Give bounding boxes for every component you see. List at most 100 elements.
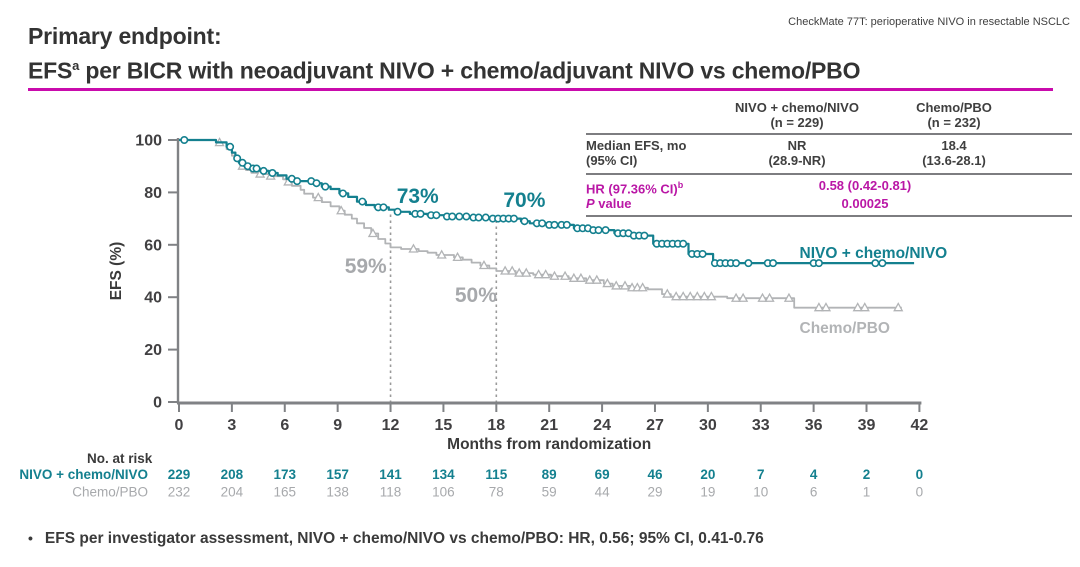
x-tick-label: 21 bbox=[540, 417, 558, 434]
col-chemo-header: Chemo/PBO (n = 232) bbox=[916, 100, 992, 130]
x-tick-label: 0 bbox=[175, 417, 184, 434]
censor-marker-nivo-chemo-nivo bbox=[312, 179, 321, 188]
censor-marker-chemo-pbo bbox=[436, 249, 447, 259]
title-line-1: Primary endpoint: bbox=[28, 23, 222, 49]
censor-marker-nivo-chemo-nivo bbox=[481, 213, 490, 222]
censor-marker-chemo-pbo bbox=[575, 272, 587, 282]
censor-marker-nivo-chemo-nivo bbox=[562, 220, 571, 229]
censor-marker-nivo-chemo-nivo bbox=[358, 197, 367, 206]
censor-marker-chemo-pbo bbox=[611, 280, 622, 290]
at-risk-value-chemo-pbo: 10 bbox=[753, 485, 768, 500]
censor-marker-chemo-pbo bbox=[507, 265, 518, 275]
censor-marker-chemo-pbo bbox=[671, 291, 682, 301]
at-risk-value-nivo-chemo-nivo: 141 bbox=[379, 467, 402, 482]
series-label-chemo-pbo: Chemo/PBO bbox=[800, 320, 890, 337]
hr-row: HR (97.36% CI)b 0.58 (0.42-0.81) bbox=[586, 178, 1072, 196]
x-tick-label: 3 bbox=[227, 417, 236, 434]
censor-marker-nivo-chemo-nivo bbox=[338, 189, 347, 198]
x-tick-label: 6 bbox=[280, 417, 289, 434]
at-risk-value-nivo-chemo-nivo: 7 bbox=[757, 467, 765, 482]
censor-marker-chemo-pbo bbox=[602, 278, 613, 288]
censor-marker-nivo-chemo-nivo bbox=[594, 226, 603, 235]
investigator-assessment-note: • EFS per investigator assessment, NIVO … bbox=[28, 530, 764, 547]
landmark-annotation-50%: 50% bbox=[455, 284, 497, 307]
x-tick-label: 12 bbox=[382, 417, 400, 434]
censor-marker-chemo-pbo bbox=[549, 270, 560, 280]
censor-marker-chemo-pbo bbox=[852, 302, 863, 312]
at-risk-value-chemo-pbo: 106 bbox=[432, 485, 455, 500]
censor-marker-nivo-chemo-nivo bbox=[259, 166, 268, 175]
at-risk-value-chemo-pbo: 204 bbox=[221, 485, 244, 500]
at-risk-value-chemo-pbo: 118 bbox=[380, 485, 402, 500]
at-risk-row-label-nivo-chemo-nivo: NIVO + chemo/NIVO bbox=[19, 467, 148, 482]
at-risk-value-nivo-chemo-nivo: 89 bbox=[542, 467, 557, 482]
x-tick-label: 36 bbox=[805, 417, 823, 434]
y-tick-label: 100 bbox=[135, 133, 162, 150]
censor-marker-chemo-pbo bbox=[313, 192, 324, 202]
censor-marker-nivo-chemo-nivo bbox=[550, 220, 559, 229]
bullet-icon: • bbox=[28, 530, 33, 546]
median-efs-row: Median EFS, mo (95% CI) NR (28.9-NR) 18.… bbox=[586, 135, 1072, 175]
at-risk-value-chemo-pbo: 29 bbox=[647, 485, 662, 500]
at-risk-value-chemo-pbo: 44 bbox=[595, 485, 611, 500]
censor-marker-chemo-pbo bbox=[514, 267, 525, 277]
at-risk-value-chemo-pbo: 165 bbox=[274, 485, 297, 500]
at-risk-value-nivo-chemo-nivo: 208 bbox=[221, 467, 244, 482]
censor-marker-nivo-chemo-nivo bbox=[679, 239, 688, 248]
censor-marker-chemo-pbo bbox=[893, 302, 904, 312]
x-tick-label: 33 bbox=[752, 417, 770, 434]
censor-marker-nivo-chemo-nivo bbox=[814, 259, 823, 268]
at-risk-value-chemo-pbo: 78 bbox=[489, 485, 504, 500]
censor-marker-nivo-chemo-nivo bbox=[393, 207, 402, 216]
censor-marker-nivo-chemo-nivo bbox=[462, 212, 471, 221]
censor-marker-nivo-chemo-nivo bbox=[416, 209, 425, 218]
censor-marker-chemo-pbo bbox=[699, 291, 710, 301]
censor-marker-chemo-pbo bbox=[662, 288, 673, 298]
censor-marker-chemo-pbo bbox=[367, 227, 379, 238]
censor-marker-chemo-pbo bbox=[813, 302, 825, 312]
x-axis-title: Months from randomization bbox=[447, 436, 651, 453]
at-risk-value-nivo-chemo-nivo: 2 bbox=[863, 467, 871, 482]
landmark-annotation-70%: 70% bbox=[503, 189, 545, 212]
censor-marker-chemo-pbo bbox=[757, 292, 768, 302]
censor-marker-nivo-chemo-nivo bbox=[732, 259, 741, 268]
title-underline bbox=[28, 88, 1053, 91]
x-tick-label: 9 bbox=[333, 417, 342, 434]
title-footnote-sup: a bbox=[72, 58, 80, 73]
at-risk-value-chemo-pbo: 138 bbox=[326, 485, 349, 500]
censor-marker-nivo-chemo-nivo bbox=[226, 142, 235, 151]
censor-marker-chemo-pbo bbox=[783, 292, 795, 302]
at-risk-title: No. at risk bbox=[87, 451, 153, 466]
censor-marker-chemo-pbo bbox=[685, 291, 696, 301]
censor-marker-chemo-pbo bbox=[764, 292, 775, 302]
censor-marker-chemo-pbo bbox=[738, 292, 749, 302]
censor-marker-chemo-pbo bbox=[540, 269, 551, 279]
at-risk-value-nivo-chemo-nivo: 157 bbox=[326, 467, 349, 482]
at-risk-value-chemo-pbo: 1 bbox=[863, 485, 871, 500]
at-risk-value-chemo-pbo: 19 bbox=[700, 485, 715, 500]
censor-marker-chemo-pbo bbox=[730, 292, 742, 302]
at-risk-value-chemo-pbo: 0 bbox=[916, 485, 924, 500]
study-note: CheckMate 77T: perioperative NIVO in res… bbox=[788, 16, 1070, 28]
y-tick-label: 80 bbox=[144, 185, 162, 202]
censor-marker-chemo-pbo bbox=[637, 282, 648, 292]
y-tick-label: 0 bbox=[153, 395, 162, 412]
censor-marker-nivo-chemo-nivo bbox=[432, 211, 441, 220]
censor-marker-nivo-chemo-nivo bbox=[252, 164, 261, 173]
at-risk-value-nivo-chemo-nivo: 115 bbox=[485, 467, 507, 482]
x-tick-label: 39 bbox=[858, 417, 876, 434]
at-risk-value-chemo-pbo: 232 bbox=[168, 485, 191, 500]
censor-marker-chemo-pbo bbox=[478, 259, 490, 270]
at-risk-value-nivo-chemo-nivo: 173 bbox=[274, 467, 297, 482]
censor-marker-chemo-pbo bbox=[591, 274, 602, 284]
at-risk-value-chemo-pbo: 59 bbox=[542, 485, 557, 500]
x-tick-label: 24 bbox=[593, 417, 611, 434]
censor-marker-chemo-pbo bbox=[678, 291, 689, 301]
censor-marker-chemo-pbo bbox=[533, 269, 544, 279]
hr-value: 0.58 (0.42-0.81) bbox=[818, 178, 912, 193]
censor-marker-nivo-chemo-nivo bbox=[640, 231, 649, 240]
censor-marker-nivo-chemo-nivo bbox=[878, 259, 887, 268]
censor-marker-chemo-pbo bbox=[584, 274, 595, 284]
